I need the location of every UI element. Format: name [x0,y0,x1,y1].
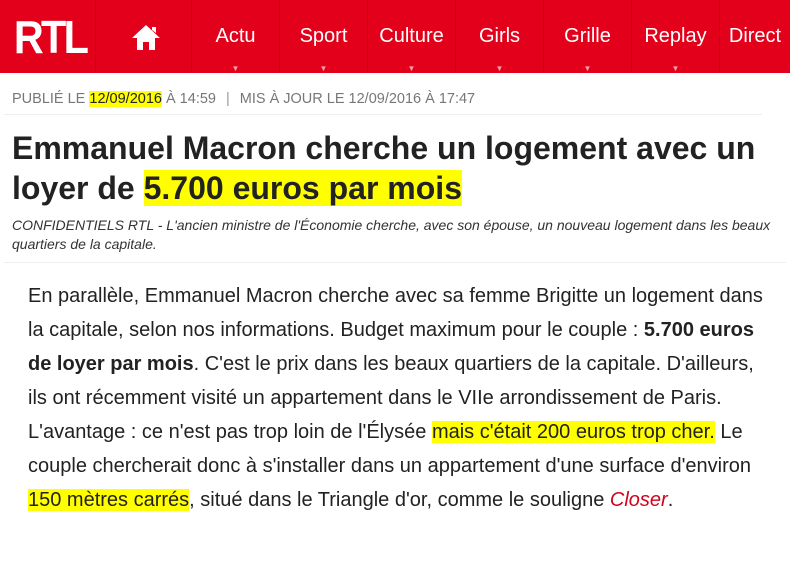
chevron-down-icon: ▼ [231,64,240,73]
chevron-down-icon: ▼ [495,64,504,73]
article-paragraph: En parallèle, Emmanuel Macron cherche av… [28,279,768,517]
text: . [667,489,674,511]
highlight: mais c'était 200 euros trop cher. [431,421,715,443]
home-button[interactable] [101,0,192,73]
top-nav: RTL Actu ▼ Sport ▼ Culture ▼ Girls ▼ Grille ▼… [0,0,790,73]
nav-direct[interactable]: Direct [720,0,790,73]
nav-sport[interactable]: Sport ▼ [280,0,368,73]
highlight: 150 mètres carrés [28,489,190,511]
article-lead: CONFIDENTIELS RTL - L'ancien ministre de… [12,217,771,252]
text: . C'est le prix dans les beaux quartiers… [28,353,754,443]
text: , situé dans le Triangle d'or, comme le … [189,489,610,511]
chevron-down-icon: ▼ [671,64,680,73]
nav-label: Grille [564,25,611,47]
nav-label: Replay [644,25,707,47]
nav-actu[interactable]: Actu ▼ [192,0,280,73]
chevron-down-icon: ▼ [583,64,592,73]
nav-culture[interactable]: Culture ▼ [368,0,456,73]
headline: Emmanuel Macron cherche un logement avec… [12,128,787,208]
nav-label: Sport [299,25,348,47]
article-body: En parallèle, Emmanuel Macron cherche av… [4,262,786,563]
updated-date: MIS À JOUR LE 12/09/2016 À 17:47 [239,91,476,107]
published-time: À 14:59 [165,91,216,107]
nav-label: Culture [379,25,444,47]
headline-text: Emmanuel Macron cherche un logement avec… [12,130,756,206]
chevron-down-icon: ▼ [319,64,328,73]
nav-grille[interactable]: Grille ▼ [544,0,632,73]
bold-text: 5.700 euros de loyer par mois [28,319,754,375]
nav-label: Girls [478,25,521,47]
article-meta: PUBLIÉ LE 12/09/2016 À 14:59 | MIS À JOU… [4,84,762,115]
rtl-logo[interactable]: RTL [5,0,96,73]
nav-girls[interactable]: Girls ▼ [456,0,544,73]
closer-link[interactable]: Closer [609,489,668,511]
published-label: PUBLIÉ LE [12,91,86,107]
headline-highlight: 5.700 euros par mois [143,170,462,206]
nav-label: Actu [215,25,256,47]
meta-separator: | [225,91,230,107]
published-date: 12/09/2016 [89,91,162,107]
nav-replay[interactable]: Replay ▼ [632,0,720,73]
chevron-down-icon: ▼ [407,64,416,73]
nav-label: Direct [728,25,782,47]
home-icon [132,24,160,50]
text: Le couple chercherait donc à s'installer… [28,421,752,477]
text: En parallèle, Emmanuel Macron cherche av… [28,285,763,341]
